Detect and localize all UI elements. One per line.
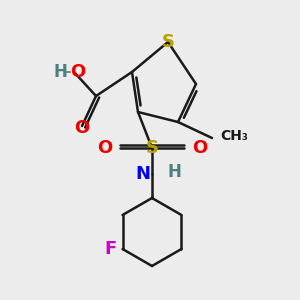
Text: O: O	[70, 63, 86, 81]
Text: CH₃: CH₃	[220, 129, 248, 143]
Text: F: F	[104, 240, 117, 258]
Text: O: O	[97, 139, 112, 157]
Text: O: O	[192, 139, 207, 157]
Text: S: S	[146, 139, 158, 157]
Text: S: S	[161, 33, 175, 51]
Text: N: N	[135, 165, 150, 183]
Text: H: H	[53, 63, 67, 81]
Text: H: H	[167, 163, 181, 181]
Text: O: O	[74, 119, 90, 137]
